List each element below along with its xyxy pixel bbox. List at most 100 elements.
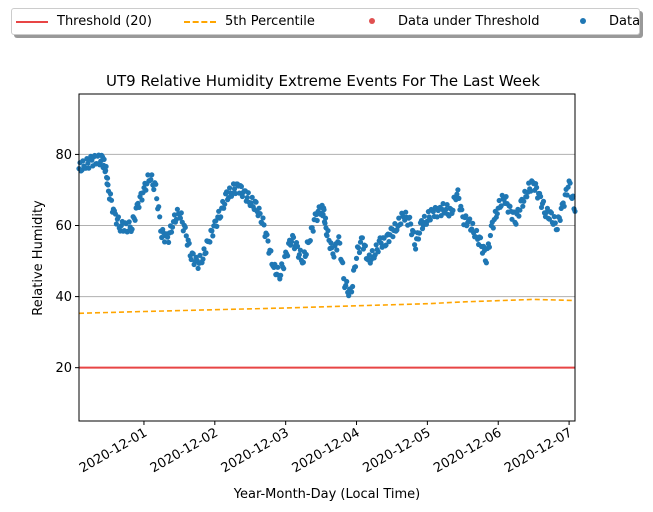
data-point	[227, 185, 233, 191]
data-point	[183, 233, 189, 239]
y-axis: 20 40 60 80	[55, 148, 79, 376]
data-point	[544, 205, 551, 211]
data-point	[182, 224, 188, 230]
data-point	[165, 234, 171, 240]
data-point	[467, 216, 473, 222]
data-point	[107, 191, 114, 197]
data-point	[564, 192, 570, 198]
data-point	[186, 240, 192, 246]
data-point	[369, 248, 375, 254]
data-point	[344, 278, 350, 285]
data-point	[190, 251, 196, 257]
data-point	[331, 254, 337, 260]
data-point	[310, 228, 316, 234]
data-point	[498, 203, 504, 209]
data-point	[350, 283, 356, 290]
legend-item-under-threshold: Data under Threshold	[357, 9, 539, 34]
data-point	[256, 205, 262, 211]
data-point	[459, 207, 465, 213]
data-point	[129, 226, 135, 232]
data-point	[322, 215, 329, 221]
data-point	[113, 221, 119, 227]
data-point	[85, 160, 91, 166]
data-point	[561, 203, 567, 209]
data-point	[203, 250, 209, 256]
data-point	[156, 204, 162, 210]
data-point	[443, 206, 449, 212]
data-point	[359, 235, 365, 241]
data-point	[268, 248, 274, 254]
data-point	[207, 239, 213, 245]
x-tick-label: 2020-12-05	[360, 425, 433, 476]
data-point	[557, 217, 563, 223]
y-tick-label: 60	[55, 219, 72, 234]
data-point	[324, 233, 330, 239]
data-point	[416, 230, 423, 236]
data-point	[244, 195, 250, 201]
data-point	[314, 217, 320, 224]
percentile-line	[78, 298, 576, 315]
data-point	[325, 228, 331, 234]
data-point	[343, 282, 349, 289]
legend-item-data: Data	[568, 9, 640, 34]
y-tick-label: 40	[55, 290, 72, 305]
data-point	[245, 190, 251, 196]
y-tick-label: 80	[55, 148, 72, 163]
data-point	[328, 240, 334, 246]
data-point	[470, 220, 476, 226]
data-point	[224, 189, 230, 195]
data-point	[415, 236, 422, 242]
data-point	[408, 221, 414, 227]
data-point	[171, 212, 178, 218]
data-point	[386, 239, 392, 245]
data-point	[340, 260, 346, 266]
legend-label-data: Data	[609, 14, 641, 29]
plot-frame	[78, 93, 576, 422]
data-point	[438, 213, 444, 219]
data-point	[412, 242, 418, 248]
data-point	[231, 186, 238, 192]
data-point	[174, 206, 180, 212]
data-point	[337, 240, 343, 246]
data-point	[132, 217, 138, 223]
data-point	[169, 224, 176, 230]
data-point	[290, 234, 297, 240]
data-point	[494, 211, 500, 217]
data-point	[513, 221, 519, 227]
data-point	[543, 209, 550, 215]
data-point	[201, 246, 207, 252]
legend-item-threshold: Threshold (20)	[16, 9, 152, 34]
data-point	[188, 256, 194, 263]
data-point	[136, 204, 142, 210]
x-tick-label: 2020-12-01	[77, 425, 150, 476]
data-point	[398, 221, 404, 227]
data-point	[570, 193, 576, 199]
data-point	[275, 264, 281, 270]
data-point	[103, 163, 109, 170]
legend-label-percentile: 5th Percentile	[225, 14, 315, 29]
data-point	[135, 200, 141, 206]
data-point	[209, 228, 215, 234]
data-point	[285, 253, 291, 259]
data-point	[178, 210, 184, 216]
data-point	[486, 244, 492, 250]
data-point	[480, 243, 487, 249]
data-point	[294, 243, 301, 249]
data-point	[321, 207, 327, 213]
y-tick-label: 20	[55, 361, 72, 376]
data-point	[407, 214, 413, 220]
data-point	[261, 222, 267, 228]
data-point	[149, 172, 155, 178]
data-point	[334, 247, 340, 253]
data-point	[474, 227, 480, 234]
data-point	[173, 216, 179, 222]
data-point	[411, 229, 417, 235]
data-point	[153, 181, 159, 187]
data-point	[80, 158, 86, 164]
data-point	[115, 214, 121, 220]
data-point	[520, 203, 526, 209]
data-point	[503, 194, 509, 200]
x-axis-label: Year-Month-Day (Local Time)	[233, 487, 420, 502]
data-point	[157, 214, 163, 220]
data-point	[86, 165, 92, 171]
